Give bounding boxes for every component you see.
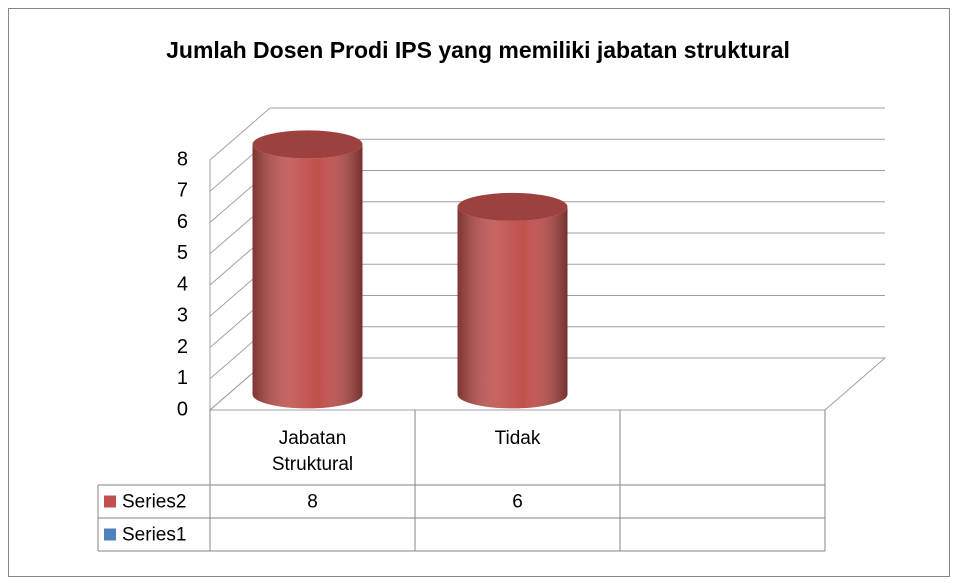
y-tick-label: 7 <box>177 180 188 202</box>
cylinder-top-shade <box>457 192 568 221</box>
legend-swatch <box>104 495 116 508</box>
y-tick-label: 5 <box>177 242 188 264</box>
y-tick-label: 4 <box>177 273 188 295</box>
y-tick-label: 2 <box>177 336 188 358</box>
y-tick-label: 1 <box>177 367 188 389</box>
y-tick-label: 8 <box>177 148 188 170</box>
y-tick-label: 3 <box>177 305 188 327</box>
x-tick-label: Tidak <box>494 428 541 449</box>
table-value: 8 <box>307 492 318 513</box>
legend-label: Series1 <box>122 525 186 546</box>
legend-label: Series2 <box>122 492 186 513</box>
cylinder-top <box>252 130 363 159</box>
chart-title: Jumlah Dosen Prodi IPS yang memiliki jab… <box>166 37 790 63</box>
cylinder-shade <box>457 206 568 409</box>
table-value: 6 <box>512 492 523 513</box>
category-cell: Jabatan Struktural <box>271 428 354 475</box>
y-tick-label: 6 <box>177 211 188 233</box>
cylinder-top <box>457 192 568 221</box>
cylinder-shade <box>252 144 363 409</box>
category-cell: Tidak <box>494 428 541 449</box>
x-tick-label: Jabatan Struktural <box>271 428 354 475</box>
y-tick-label: 0 <box>177 398 188 420</box>
cylinder-top-shade <box>252 130 363 159</box>
legend-swatch <box>104 528 116 541</box>
wall-grid-line <box>209 107 271 161</box>
